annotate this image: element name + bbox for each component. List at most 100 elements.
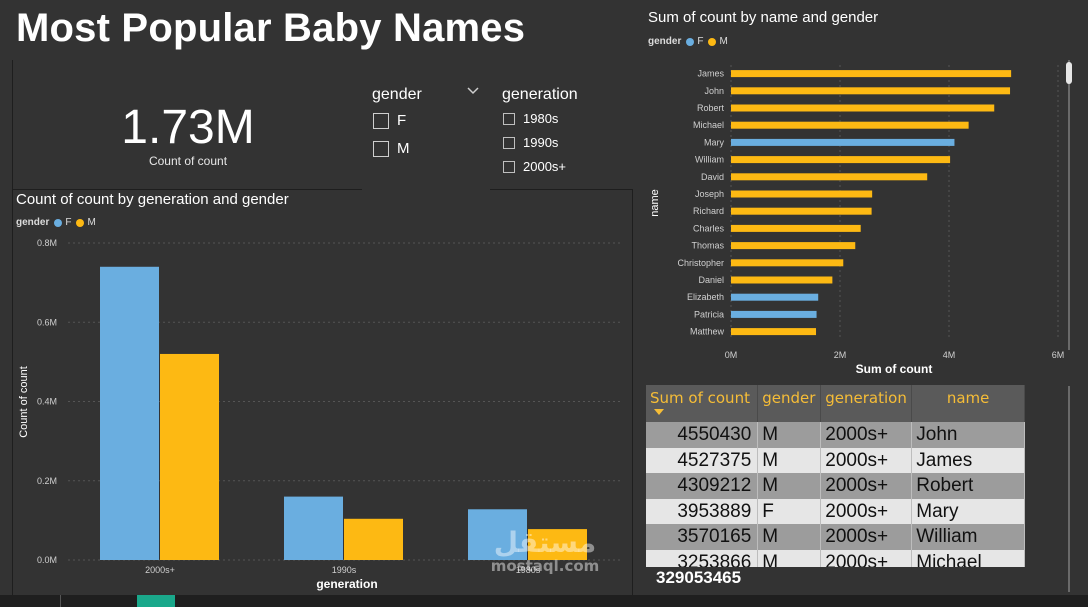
table-cell: William bbox=[911, 524, 1025, 550]
y-tick-label: Richard bbox=[693, 206, 724, 216]
checkbox[interactable] bbox=[503, 112, 515, 125]
bar-f-2000s+ bbox=[100, 266, 159, 560]
bar-m-richard bbox=[731, 207, 872, 215]
panel-border bbox=[632, 189, 633, 595]
table-cell: M bbox=[757, 447, 822, 473]
y-tick-label: Matthew bbox=[690, 327, 725, 337]
bar-m-1990s bbox=[344, 518, 403, 560]
bar-f-mary bbox=[731, 138, 955, 146]
chart-title: Sum of count by name and gender bbox=[648, 9, 879, 26]
generation-option-1980s[interactable]: 1980s bbox=[503, 111, 558, 126]
y-tick-label: Patricia bbox=[694, 309, 724, 319]
table-cell: 2000s+ bbox=[820, 473, 913, 499]
y-tick-label: 0.6M bbox=[37, 317, 57, 327]
generation-option-1990s[interactable]: 1990s bbox=[503, 135, 558, 150]
taskbar-divider bbox=[60, 595, 61, 607]
x-tick-label: 6M bbox=[1052, 350, 1065, 360]
bar-m-2000s+ bbox=[160, 353, 219, 560]
checkbox[interactable] bbox=[503, 160, 515, 173]
generation-option-2000s[interactable]: 2000s+ bbox=[503, 159, 566, 174]
y-tick-label: Daniel bbox=[698, 275, 724, 285]
table-row[interactable]: 3953889 F 2000s+ Mary bbox=[646, 498, 1025, 524]
gender-option-m[interactable]: M bbox=[373, 140, 410, 157]
table-row[interactable]: 4309212 M 2000s+ Robert bbox=[646, 473, 1025, 499]
table-cell: 2000s+ bbox=[820, 524, 913, 550]
table-cell: F bbox=[757, 498, 822, 524]
bar-m-david bbox=[731, 173, 928, 181]
column-header[interactable]: Sum of count bbox=[646, 385, 759, 422]
gender-option-label: F bbox=[397, 112, 407, 129]
table-cell: 3253866 bbox=[646, 549, 759, 567]
y-tick-label: James bbox=[697, 69, 724, 79]
gender-option-f[interactable]: F bbox=[373, 112, 406, 129]
table-row[interactable]: 4527375 M 2000s+ James bbox=[646, 447, 1025, 473]
x-axis-title: generation bbox=[316, 577, 377, 591]
table-cell: 4527375 bbox=[646, 447, 759, 473]
checkbox[interactable] bbox=[373, 112, 389, 129]
y-tick-label: Elizabeth bbox=[687, 292, 724, 302]
generation-bar-chart: 0.0M 0.2M 0.4M 0.6M 0.8M 2000s+ 1990s 1980s gene… bbox=[18, 238, 620, 591]
y-tick-label: Christopher bbox=[677, 258, 724, 268]
y-tick-label: David bbox=[701, 172, 724, 182]
kpi-label: Count of count bbox=[148, 154, 228, 168]
table-cell: 4550430 bbox=[646, 422, 759, 448]
checkbox[interactable] bbox=[503, 136, 515, 149]
y-tick-label: John bbox=[704, 86, 724, 96]
chart-title: Count of count by generation and gender bbox=[16, 191, 289, 208]
y-axis-title: Count of count bbox=[18, 366, 30, 438]
panel-border bbox=[12, 189, 362, 190]
x-tick-label: 4M bbox=[943, 350, 956, 360]
bar-m-matthew bbox=[731, 328, 817, 336]
legend-item-f: F bbox=[686, 36, 703, 47]
y-tick-label: Robert bbox=[697, 103, 725, 113]
taskbar bbox=[0, 595, 1088, 607]
panel-border bbox=[490, 189, 633, 190]
table-cell: M bbox=[757, 524, 822, 550]
chart-scrollbar[interactable] bbox=[1066, 62, 1072, 84]
y-tick-label: Michael bbox=[693, 120, 724, 130]
table-cell: 3953889 bbox=[646, 498, 759, 524]
legend-item-f: F bbox=[54, 217, 71, 228]
table-row[interactable]: 3253866 M 2000s+ Michael bbox=[646, 549, 1025, 567]
kpi-value: 1.73M bbox=[121, 101, 255, 154]
bar-m-daniel bbox=[731, 276, 833, 284]
bar-m-michael bbox=[731, 121, 969, 129]
table-row[interactable]: 3570165 M 2000s+ William bbox=[646, 524, 1025, 550]
gender-option-label: M bbox=[397, 140, 410, 157]
table-cell: Michael bbox=[911, 549, 1025, 567]
bar-m-james bbox=[731, 70, 1012, 78]
generation-slicer-title: generation bbox=[502, 86, 578, 103]
bar-m-1980s bbox=[528, 529, 587, 560]
table-cell: 2000s+ bbox=[820, 447, 913, 473]
column-header[interactable]: gender bbox=[757, 385, 822, 422]
column-header[interactable]: name bbox=[911, 385, 1025, 422]
chart-legend: gender F M bbox=[16, 217, 101, 228]
panel-border bbox=[12, 60, 13, 595]
taskbar-app-button[interactable] bbox=[137, 595, 175, 607]
table-cell: 2000s+ bbox=[820, 549, 913, 567]
bar-f-elizabeth bbox=[731, 293, 819, 301]
legend-title: gender bbox=[648, 36, 682, 47]
chevron-down-icon[interactable] bbox=[466, 85, 480, 97]
column-header[interactable]: generation bbox=[820, 385, 913, 422]
table-cell: James bbox=[911, 447, 1025, 473]
sort-desc-icon[interactable] bbox=[654, 409, 664, 415]
watermark: مستقل mostaql.com bbox=[470, 528, 620, 575]
bar-m-william bbox=[731, 156, 951, 164]
table-cell: M bbox=[757, 549, 822, 567]
table-cell: Mary bbox=[911, 498, 1025, 524]
bar-m-charles bbox=[731, 224, 861, 232]
checkbox[interactable] bbox=[373, 140, 389, 157]
x-tick-label: 2000s+ bbox=[145, 565, 175, 575]
y-tick-label: 0.8M bbox=[37, 238, 57, 248]
bar-m-john bbox=[731, 87, 1011, 95]
table-cell: John bbox=[911, 422, 1025, 448]
generation-option-label: 2000s+ bbox=[523, 159, 567, 174]
y-tick-label: William bbox=[695, 155, 724, 165]
table-header-row: Sum of count gender generation name bbox=[646, 385, 1025, 422]
table-row[interactable]: 4550430 M 2000s+ John bbox=[646, 422, 1025, 448]
y-tick-label: Mary bbox=[704, 137, 724, 147]
x-tick-label: 1980s bbox=[516, 565, 541, 575]
x-tick-label: 1990s bbox=[332, 565, 357, 575]
scrollbar-track bbox=[1068, 386, 1070, 592]
